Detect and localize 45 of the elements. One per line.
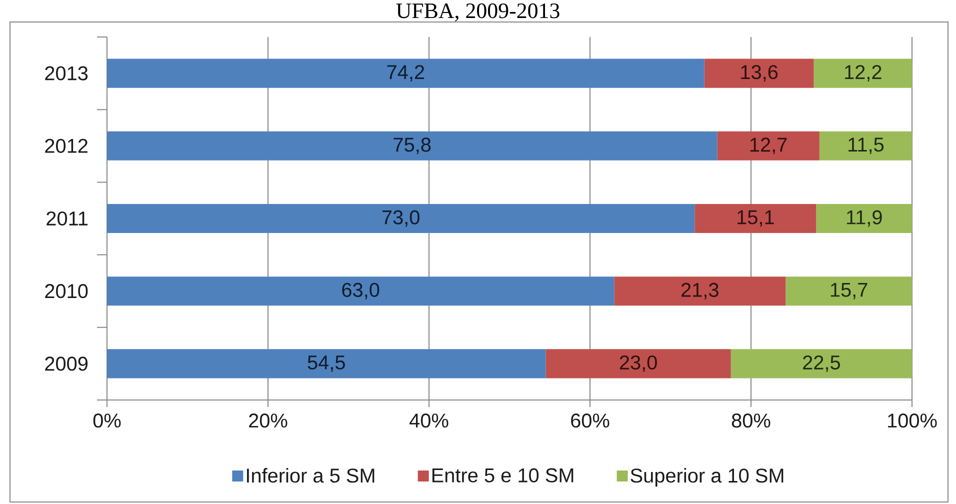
bar xyxy=(704,58,814,88)
bar xyxy=(717,131,820,160)
y-tick-label: 2011 xyxy=(46,211,88,226)
bar xyxy=(107,276,614,306)
y-tick-label: 2010 xyxy=(45,284,88,298)
y-tick-label: 2013 xyxy=(45,66,88,80)
data-label: 15,1 xyxy=(738,210,774,227)
bar xyxy=(107,204,695,234)
x-tick-label: 20% xyxy=(249,414,288,428)
bar xyxy=(107,349,546,378)
legend-label: Superior a 10 SM xyxy=(630,468,784,487)
data-label: 15,7 xyxy=(830,282,868,300)
bar xyxy=(694,204,816,234)
data-label: 23,0 xyxy=(620,355,657,372)
legend-label: Inferior a 5 SM xyxy=(247,468,374,483)
bar xyxy=(107,131,718,160)
bar xyxy=(786,276,912,306)
bar xyxy=(107,58,704,88)
data-label: 12,2 xyxy=(845,65,882,82)
data-label: 75,8 xyxy=(394,138,431,154)
data-label: 11,9 xyxy=(846,210,882,227)
x-tick-label: 60% xyxy=(571,414,610,428)
data-label: 22,5 xyxy=(803,355,840,372)
legend-label: Entre 5 e 10 SM xyxy=(432,468,574,482)
data-label: 13,6 xyxy=(741,65,778,82)
x-tick-label: 0% xyxy=(93,414,121,428)
data-label: 54,5 xyxy=(308,356,345,372)
chart-title: UFBA, 2009-2013 xyxy=(396,3,560,22)
x-tick-label: 80% xyxy=(732,414,770,428)
data-label: 21,3 xyxy=(682,282,718,300)
data-label: 74,2 xyxy=(387,65,424,82)
bar xyxy=(730,349,912,378)
y-tick-label: 2012 xyxy=(45,138,88,153)
bar xyxy=(816,204,912,234)
bar xyxy=(814,58,912,88)
x-tick-label: 100% xyxy=(888,414,937,428)
x-tick-label: 40% xyxy=(410,414,448,428)
y-tick-label: 2009 xyxy=(45,356,88,371)
data-label: 63,0 xyxy=(342,282,380,300)
bar xyxy=(614,276,786,306)
data-label: 12,7 xyxy=(750,138,787,154)
bar xyxy=(819,131,912,160)
data-label: 11,5 xyxy=(848,138,884,154)
bar xyxy=(546,349,731,378)
data-label: 73,0 xyxy=(382,210,420,227)
